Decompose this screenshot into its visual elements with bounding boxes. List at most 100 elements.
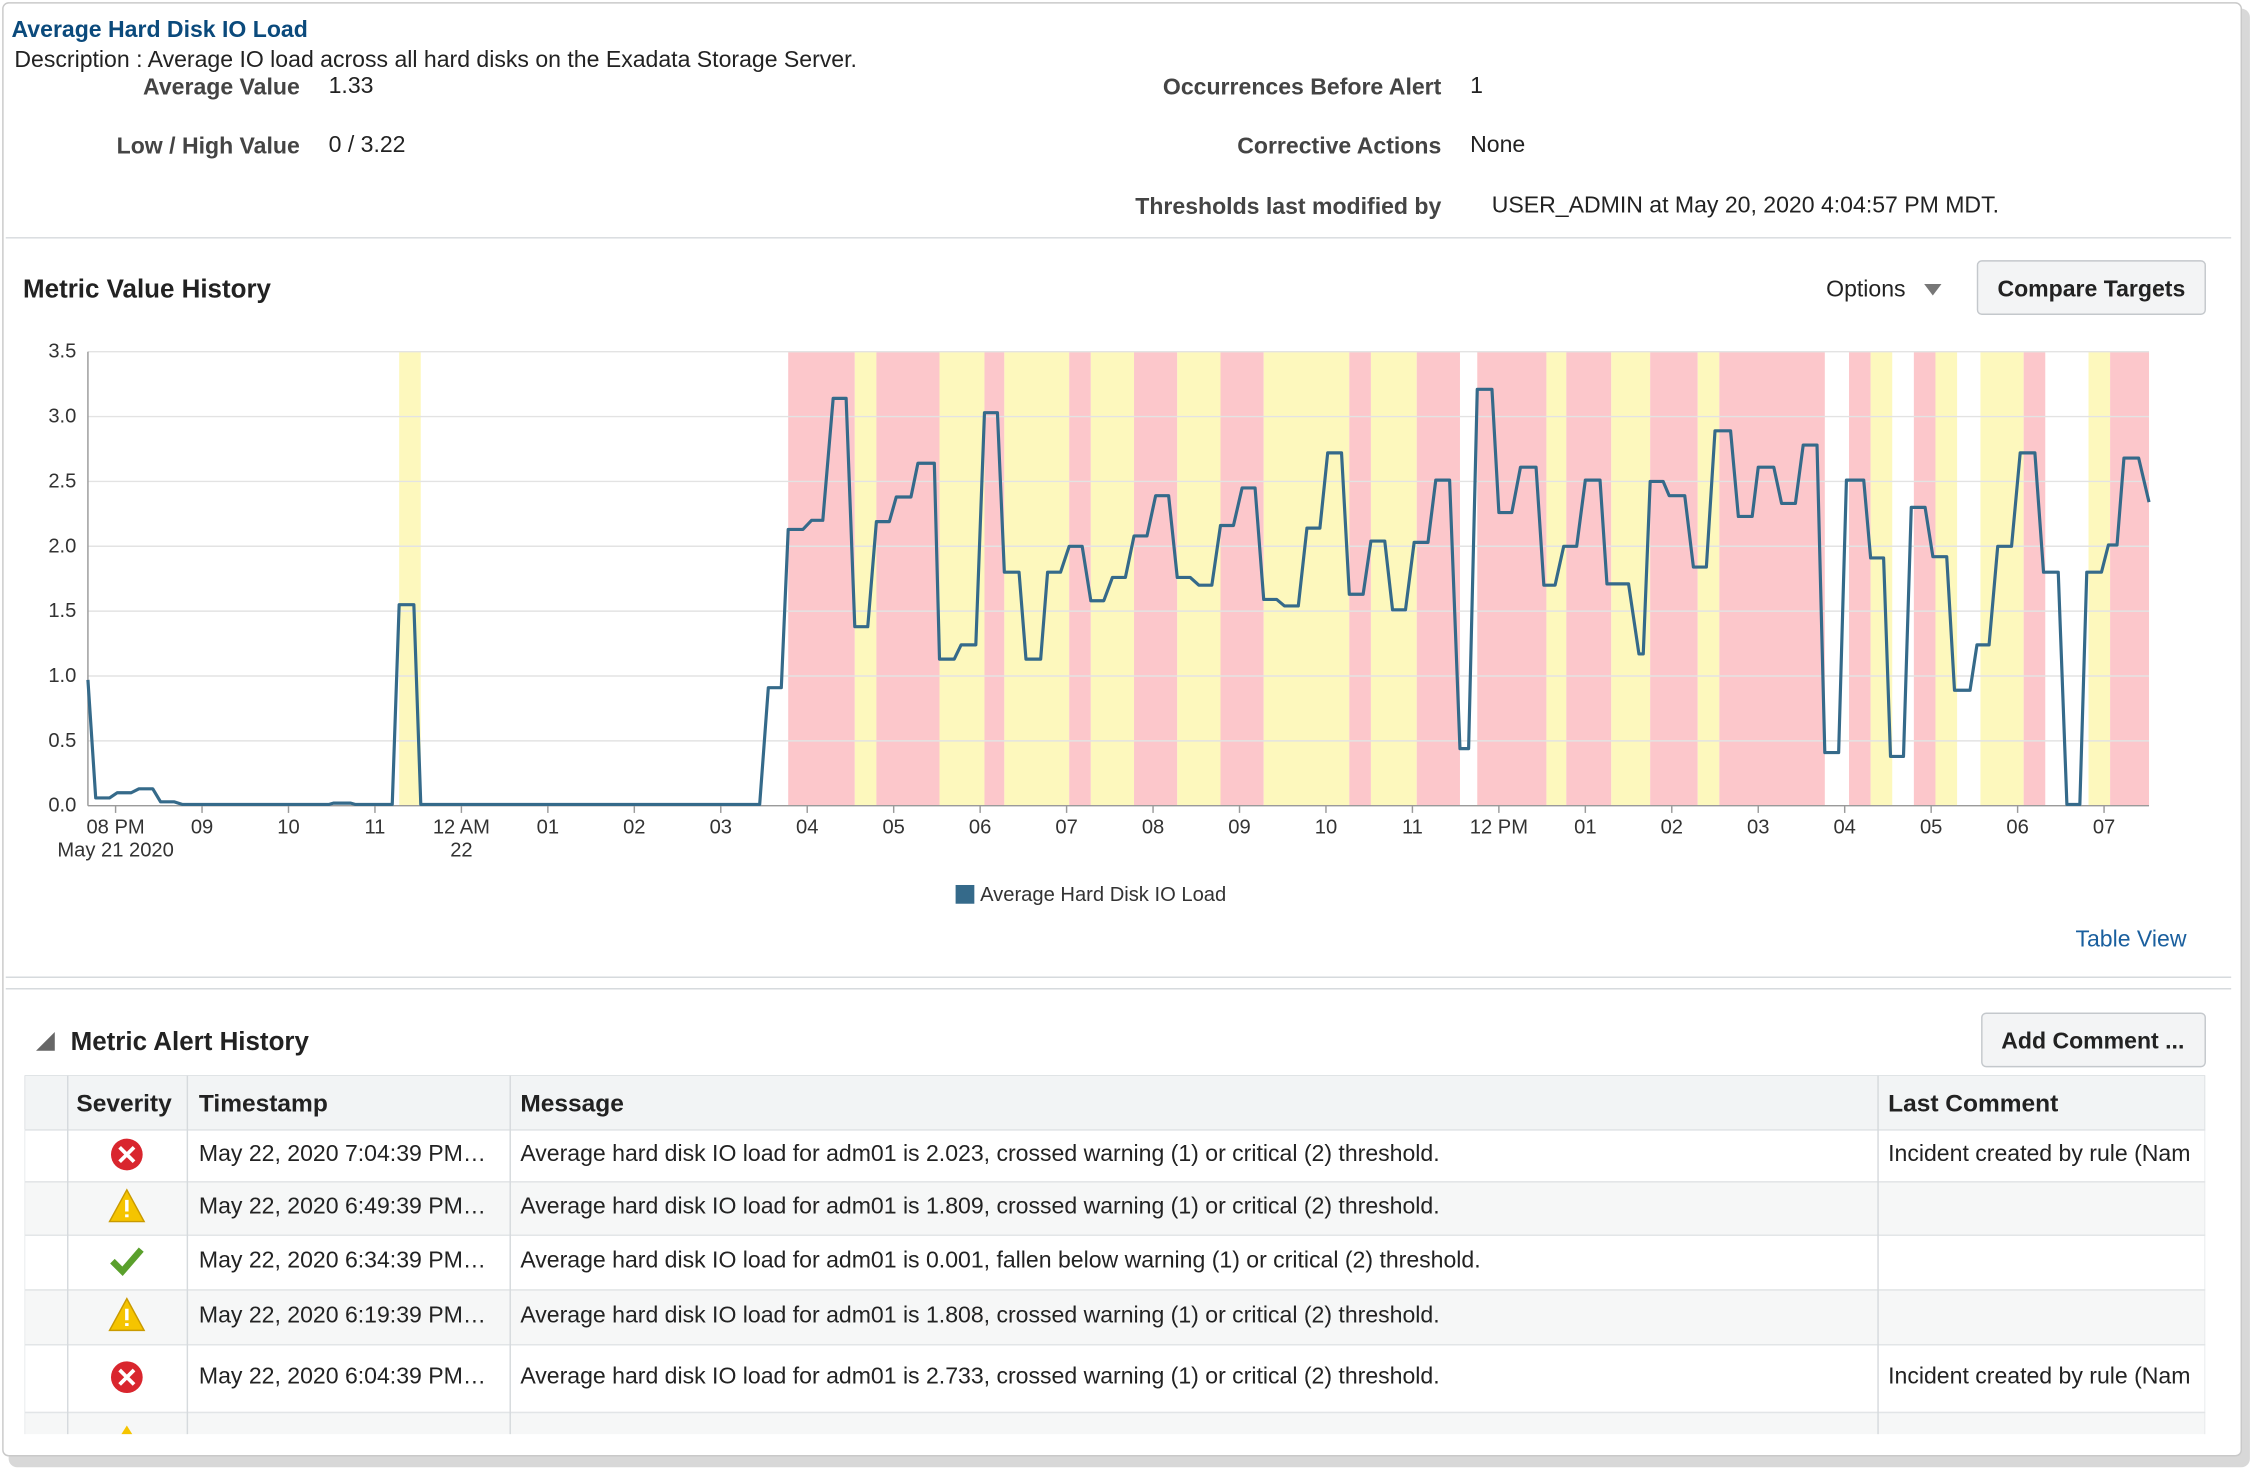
threshold-band [1913, 351, 1936, 806]
metric-title[interactable]: Average Hard Disk IO Load [12, 16, 308, 42]
x-tick-label: 07 [2093, 816, 2115, 838]
field-label: Average Value [143, 73, 300, 99]
x-tick-label: 07 [1055, 816, 1077, 838]
table-cell: Average hard disk IO load for adm01 is 2… [520, 1363, 1439, 1389]
threshold-band [2023, 351, 2046, 806]
column-header: Timestamp [199, 1091, 328, 1118]
y-tick-label: 2.0 [48, 535, 76, 557]
description: Description : Average IO load across all… [14, 46, 857, 72]
table-row [24, 1344, 2206, 1414]
field-label: Occurrences Before Alert [1163, 73, 1442, 99]
compare-button[interactable] [1976, 260, 2206, 315]
critical-icon-x [118, 1145, 136, 1164]
x-tick-label: 10 [277, 816, 299, 838]
x-tick-label: 09 [191, 816, 213, 838]
threshold-band [1263, 351, 1350, 806]
table-row [24, 1289, 2206, 1346]
table-cell: May 22, 2020 6:19:39 PM… [199, 1302, 486, 1328]
collapse-icon[interactable] [36, 1032, 55, 1051]
dropdown-arrow [1924, 283, 1942, 296]
table-cell: May 22, 2020 6:49:39 PM… [199, 1193, 486, 1219]
alert-table: Severity Timestamp Message Last Comment May … [24, 1075, 2206, 1435]
button-label: Compare Targets [1997, 275, 2185, 301]
section-title: Metric Value History [23, 276, 272, 304]
legend-label: Average Hard Disk IO Load [980, 884, 1226, 906]
add-comment-button[interactable] [1981, 1012, 2206, 1068]
clear-icon [110, 1247, 144, 1277]
x-tick-label: 11 [1402, 816, 1423, 838]
x-sublabel: 22 [450, 839, 472, 861]
table-cell: May 22, 2020 6:04:39 PM… [199, 1363, 486, 1389]
table-cell: Average hard disk IO load for adm01 is 1… [520, 1302, 1439, 1328]
threshold-band [2110, 351, 2150, 806]
x-tick-label: 04 [1833, 816, 1855, 838]
field-value: 1 [1470, 72, 1483, 98]
threshold-band [1650, 351, 1698, 806]
table-cell: Average hard disk IO load for adm01 is 0… [520, 1247, 1480, 1273]
legend-swatch [955, 884, 975, 904]
threshold-band [1004, 351, 1070, 806]
table-view-link[interactable]: Table View [2075, 925, 2186, 951]
x-tick-label: 05 [1920, 816, 1942, 838]
threshold-band [1935, 351, 1958, 806]
x-tick-label: 03 [710, 816, 732, 838]
options-menu[interactable]: Options [1826, 275, 1905, 301]
threshold-band [1349, 351, 1371, 806]
x-tick-label: 09 [1228, 816, 1250, 838]
chart: 0.0 0.5 1.0 1.5 2.0 2.5 3.0 3.5 08 PM 09 10 11 12 AM… [48, 341, 2151, 861]
threshold-band [1134, 351, 1178, 806]
table-row [24, 1181, 2206, 1236]
table-cell: Incident created by rule (Nam [1888, 1140, 2190, 1166]
threshold-band [984, 351, 1005, 806]
threshold-band [2088, 351, 2111, 806]
x-sublabel: May 21 2020 [57, 839, 174, 861]
threshold-band [1477, 351, 1547, 806]
x-tick-label: 10 [1315, 816, 1337, 838]
critical-icon-x [118, 1368, 136, 1386]
threshold-band [876, 351, 940, 806]
column-header: Message [520, 1091, 624, 1118]
x-tick-label: 02 [623, 816, 645, 838]
y-tick-label: 2.5 [48, 470, 76, 492]
y-tick-label: 1.5 [48, 600, 76, 622]
table-cell: Incident created by rule (Nam [1888, 1363, 2190, 1389]
x-tick-label: 06 [969, 816, 991, 838]
x-tick-label: 12 PM [1470, 816, 1528, 838]
table-cell: Average hard disk IO load for adm01 is 2… [520, 1140, 1439, 1166]
table-row [24, 1411, 2206, 1435]
column-header: Last Comment [1888, 1091, 2058, 1118]
threshold-band [1719, 351, 1825, 806]
x-tick-label: 08 [1142, 816, 1164, 838]
field-label: Corrective Actions [1237, 133, 1441, 159]
y-tick-label: 3.5 [48, 341, 76, 363]
y-tick-label: 0.5 [48, 730, 76, 752]
x-tick-label: 06 [2006, 816, 2028, 838]
y-tick-label: 1.0 [48, 665, 76, 687]
field-value: None [1470, 131, 1525, 157]
x-tick-label: 01 [537, 816, 559, 838]
x-tick-label: 03 [1747, 816, 1769, 838]
section-title: Metric Alert History [71, 1028, 310, 1056]
field-label: Thresholds last modified by [1135, 193, 1441, 219]
table-cell: May 22, 2020 7:04:39 PM… [199, 1140, 486, 1166]
x-tick-label: 12 AM [433, 816, 490, 838]
x-tick-label: 01 [1574, 816, 1596, 838]
field-value: USER_ADMIN at May 20, 2020 4:04:57 PM MD… [1492, 192, 1999, 218]
column-header: Severity [76, 1091, 172, 1118]
field-value: 0 / 3.22 [329, 131, 406, 157]
x-tick-label: 08 PM [86, 816, 144, 838]
threshold-band [1220, 351, 1264, 806]
y-tick-label: 0.0 [48, 795, 76, 817]
threshold-band [1566, 351, 1612, 806]
field-label: Low / High Value [117, 133, 300, 159]
threshold-band [1611, 351, 1651, 806]
series-line [86, 387, 2151, 807]
threshold-band [1069, 351, 1091, 806]
x-tick-label: 11 [364, 816, 385, 838]
table-cell: May 22, 2020 6:34:39 PM… [199, 1247, 486, 1273]
y-tick-label: 3.0 [48, 406, 76, 428]
threshold-band [1980, 351, 2024, 806]
threshold-band [1849, 351, 1871, 806]
